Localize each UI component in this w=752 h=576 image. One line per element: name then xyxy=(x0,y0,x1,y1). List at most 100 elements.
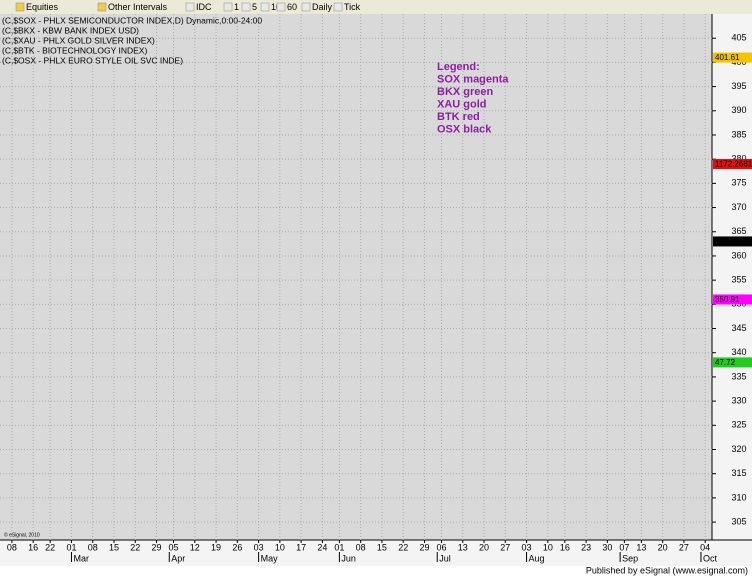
month-label: Apr xyxy=(171,553,185,563)
toolbar-icon xyxy=(333,2,343,12)
toolbar-button[interactable]: 60 xyxy=(287,2,297,12)
toolbar-button[interactable]: Daily xyxy=(312,2,333,12)
y-tick-label: 380 xyxy=(731,154,746,164)
toolbar-icon xyxy=(301,2,311,12)
x-tick-label: 20 xyxy=(479,542,489,552)
legend-entry: (C,$XAU - PHLX GOLD SILVER INDEX) xyxy=(2,35,155,45)
price-tag xyxy=(713,236,752,247)
month-label: May xyxy=(261,553,279,563)
price-tag xyxy=(713,159,752,170)
month-label: Aug xyxy=(529,553,545,563)
x-tick-label: 07 xyxy=(619,542,629,552)
month-label: Oct xyxy=(703,553,718,563)
toolbar-icon xyxy=(241,2,251,12)
x-tick-label: 01 xyxy=(334,542,344,552)
x-tick-label: 27 xyxy=(679,542,689,552)
legend-entry: (C,$BKX - KBW BANK INDEX USD) xyxy=(2,25,139,35)
toolbar-button[interactable]: Tick xyxy=(344,2,361,12)
annotation: BTK red xyxy=(437,111,480,123)
y-tick-label: 405 xyxy=(731,33,746,43)
legend-entry: (C,$BTK - BIOTECHNOLOGY INDEX) xyxy=(2,45,147,55)
toolbar-button[interactable]: 1 xyxy=(234,2,239,12)
x-tick-label: 03 xyxy=(254,542,264,552)
x-tick-label: 15 xyxy=(109,542,119,552)
x-tick-label: 16 xyxy=(560,542,570,552)
x-tick-label: 22 xyxy=(45,542,55,552)
toolbar-icon xyxy=(260,2,270,12)
x-tick-label: 03 xyxy=(522,542,532,552)
toolbar-icon xyxy=(276,2,286,12)
x-tick-label: 16 xyxy=(28,542,38,552)
y-tick-label: 395 xyxy=(731,81,746,91)
y-tick-label: 345 xyxy=(731,323,746,333)
x-tick-label: 13 xyxy=(458,542,468,552)
toolbar-button[interactable]: IDC xyxy=(196,2,212,12)
x-tick-label: 30 xyxy=(602,542,612,552)
toolbar-icon xyxy=(97,2,107,12)
y-tick-label: 360 xyxy=(731,250,746,260)
y-axis-area xyxy=(712,14,752,540)
price-tag xyxy=(713,294,752,305)
toolbar-button[interactable]: Other Intervals xyxy=(108,2,168,12)
x-tick-label: 05 xyxy=(169,542,179,552)
annotation: OSX black xyxy=(437,123,492,135)
price-tag-label: 350.91 xyxy=(715,295,740,304)
y-tick-label: 365 xyxy=(731,226,746,236)
x-tick-label: 27 xyxy=(500,542,510,552)
x-tick-label: 12 xyxy=(190,542,200,552)
x-tick-label: 13 xyxy=(636,542,646,552)
x-tick-label: 04 xyxy=(700,542,710,552)
toolbar-icon xyxy=(185,2,195,12)
y-tick-label: 340 xyxy=(731,347,746,357)
x-tick-label: 06 xyxy=(436,542,446,552)
month-label: Jul xyxy=(439,553,451,563)
annotation: BKX green xyxy=(437,86,494,98)
x-tick-label: 23 xyxy=(581,542,591,552)
price-tag-label: 199.29 xyxy=(715,237,740,246)
x-tick-label: 01 xyxy=(66,542,76,552)
x-tick-label: 08 xyxy=(7,542,17,552)
x-tick-label: 15 xyxy=(377,542,387,552)
y-tick-label: 315 xyxy=(731,468,746,478)
y-tick-label: 335 xyxy=(731,371,746,381)
footer-bar xyxy=(0,566,752,576)
y-tick-label: 325 xyxy=(731,420,746,430)
x-tick-label: 08 xyxy=(88,542,98,552)
price-tag xyxy=(713,52,752,63)
toolbar-button[interactable]: Equities xyxy=(26,2,59,12)
x-tick-label: 19 xyxy=(211,542,221,552)
price-tag-label: 47.72 xyxy=(715,358,736,367)
x-tick-label: 29 xyxy=(152,542,162,552)
price-tag xyxy=(713,357,752,368)
toolbar-icon xyxy=(15,2,25,12)
x-tick-label: 22 xyxy=(398,542,408,552)
month-label: Jun xyxy=(341,553,356,563)
annotation: XAU gold xyxy=(437,98,487,110)
toolbar-button[interactable]: 5 xyxy=(252,2,257,12)
y-tick-label: 385 xyxy=(731,129,746,139)
x-tick-label: 10 xyxy=(275,542,285,552)
x-tick-label: 17 xyxy=(296,542,306,552)
y-tick-label: 355 xyxy=(731,275,746,285)
x-tick-label: 08 xyxy=(356,542,366,552)
x-tick-label: 26 xyxy=(232,542,242,552)
price-tag-label: 1172.2681 xyxy=(715,160,752,169)
x-tick-label: 22 xyxy=(130,542,140,552)
y-tick-label: 320 xyxy=(731,444,746,454)
y-tick-label: 375 xyxy=(731,178,746,188)
legend-entry: (C,$OSX - PHLX EURO STYLE OIL SVC INDE) xyxy=(2,55,183,65)
toolbar-icon xyxy=(223,2,233,12)
x-tick-label: 29 xyxy=(419,542,429,552)
month-label: Mar xyxy=(73,553,89,563)
x-tick-label: 24 xyxy=(317,542,327,552)
y-tick-label: 370 xyxy=(731,202,746,212)
y-tick-label: 330 xyxy=(731,395,746,405)
y-tick-label: 390 xyxy=(731,105,746,115)
toolbar-button[interactable]: 10 xyxy=(271,2,281,12)
legend-entry: (C,$SOX - PHLX SEMICONDUCTOR INDEX,D) Dy… xyxy=(2,15,262,25)
plot-area xyxy=(0,14,712,540)
y-tick-label: 310 xyxy=(731,492,746,502)
x-tick-label: 10 xyxy=(543,542,553,552)
price-tag-label: 401.61 xyxy=(715,53,740,62)
